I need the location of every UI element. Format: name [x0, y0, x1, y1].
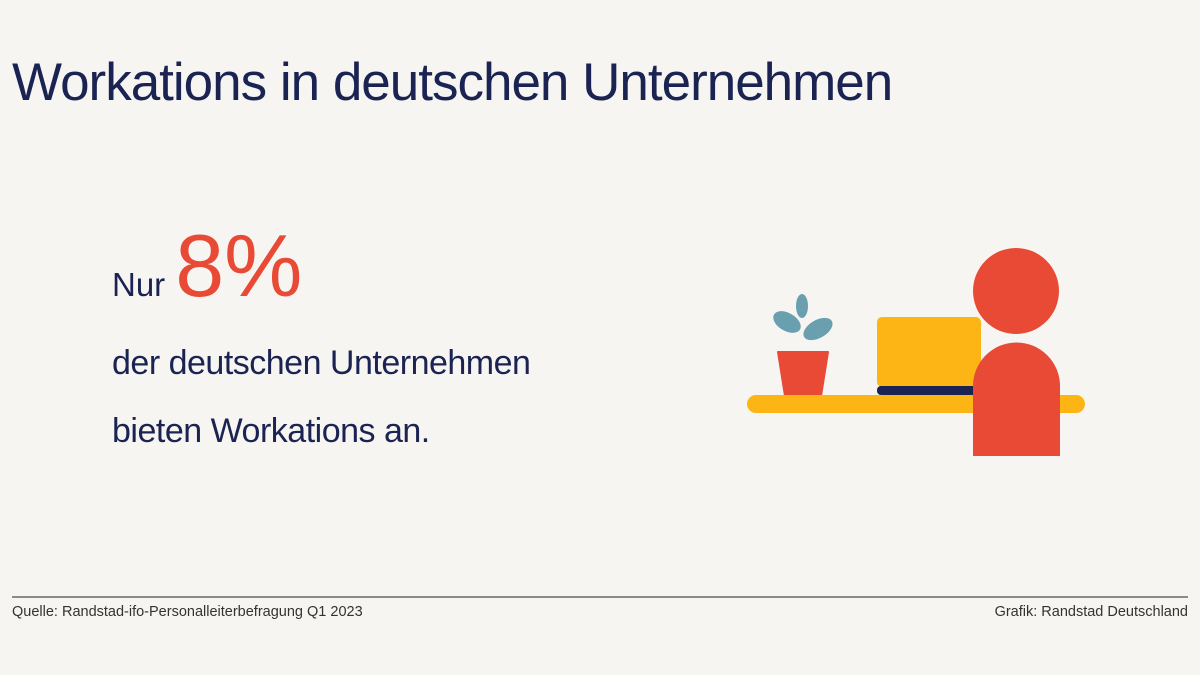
source-note: Quelle: Randstad-ifo-Personalleiterbefra…: [12, 604, 363, 620]
plant-icon: [773, 294, 833, 397]
footer-divider: [12, 596, 1188, 598]
highlight-value: 8%: [175, 216, 303, 315]
graphic-credit: Grafik: Randstad Deutschland: [994, 604, 1188, 620]
highlight-prefix: Nur: [112, 266, 166, 303]
highlight-line-2: bieten Workations an.: [112, 412, 430, 450]
person-head-icon: [973, 248, 1059, 334]
person-body-icon: [973, 342, 1060, 456]
page-title: Workations in deutschen Unternehmen: [12, 53, 893, 112]
laptop-screen-icon: [877, 317, 981, 387]
highlight-line-1: der deutschen Unternehmen: [112, 344, 531, 382]
flower-pot-icon: [777, 351, 829, 397]
laptop-base-icon: [877, 386, 977, 395]
highlight-lead: Nur 8%: [112, 222, 302, 310]
